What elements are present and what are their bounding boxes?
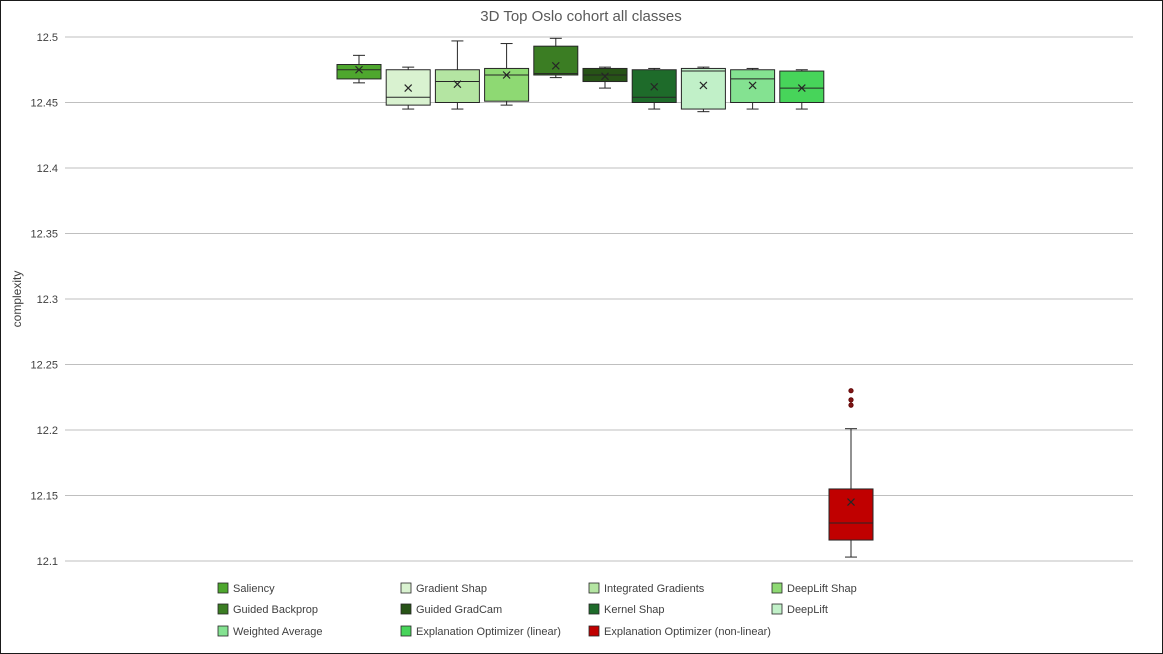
mean-marker [650,82,659,91]
mean-marker [601,72,609,81]
gridlines [65,36,1133,562]
legend-item: Weighted Average [217,625,323,638]
mean-marker [847,498,855,506]
box-iqr [680,67,726,110]
legend-label: Weighted Average [233,626,323,638]
y-tick-label: 12.5 [37,32,58,44]
box-saliency [336,54,382,84]
legend-label: DeepLift Shap [787,583,857,595]
legend-label: DeepLift [787,604,828,616]
legend-label: Guided GradCam [416,604,502,616]
box-kernel-shap [631,67,677,110]
legend-swatch [771,603,783,615]
box-iqr [779,70,825,103]
mean-marker [355,65,363,74]
legend-swatch [217,625,229,637]
legend-swatch [217,603,229,615]
outlier-point [848,402,854,408]
box-iqr [533,45,579,76]
legend-item: DeepLift Shap [771,582,857,595]
legend-item: Guided GradCam [400,603,502,616]
mean-marker [797,84,806,93]
y-tick-label: 12.15 [30,491,58,503]
box-explanation-optimizer-linear [779,69,825,110]
legend-item: Explanation Optimizer (non-linear) [588,625,771,638]
mean-marker [453,80,462,89]
legend-label: Gradient Shap [416,583,487,595]
legend-item: Kernel Shap [588,603,665,616]
box-iqr [828,488,874,541]
y-tick-label: 12.4 [37,163,58,175]
legend-label: Explanation Optimizer (non-linear) [604,626,771,638]
outlier-point [848,388,854,394]
legend-label: Kernel Shap [604,604,665,616]
legend-swatch [588,582,600,594]
legend-item: Explanation Optimizer (linear) [400,625,561,638]
box-iqr [434,69,480,103]
box-guided-backprop [533,37,579,79]
y-tick-label: 12.1 [37,556,58,568]
box-iqr [484,67,530,102]
legend-label: Saliency [233,583,275,595]
mean-marker [551,61,560,70]
legend-swatch [771,582,783,594]
legend: Saliency Gradient Shap Integrated Gradient… [217,582,857,638]
y-axis-tick-labels: 12.1 12.15 12.2 12.25 12.3 12.35 12.4 12.45 12.5 [30,32,58,568]
chart-title: 3D Top Oslo cohort all classes [480,8,681,25]
outlier-point [848,397,854,403]
legend-swatch [588,625,600,637]
box-weighted-average [730,67,776,110]
legend-item: DeepLift [771,603,828,616]
box-deeplift [680,66,726,113]
legend-label: Integrated Gradients [604,583,705,595]
legend-swatch [400,603,412,615]
legend-swatch [217,582,229,594]
legend-swatch [400,625,412,637]
box-deeplift-shap [484,43,530,106]
mean-marker [404,84,413,93]
box-integrated-gradients [434,40,480,110]
y-tick-label: 12.25 [30,360,58,372]
y-tick-label: 12.35 [30,229,58,241]
legend-item: Saliency [217,582,275,595]
box-explanation-optimizer-non-linear [828,388,874,558]
y-tick-label: 12.45 [30,98,58,110]
legend-item: Gradient Shap [400,582,487,595]
legend-swatch [588,603,600,615]
y-axis-label: complexity [10,271,24,328]
legend-label: Explanation Optimizer (linear) [416,626,561,638]
boxes [336,37,874,558]
mean-marker [699,81,708,90]
box-iqr [336,64,382,80]
y-tick-label: 12.3 [37,294,58,306]
box-guided-gradcam [582,66,628,89]
legend-item: Integrated Gradients [588,582,705,595]
y-tick-label: 12.2 [37,425,58,437]
box-gradient-shap [385,66,431,110]
legend-swatch [400,582,412,594]
legend-label: Guided Backprop [233,604,318,616]
mean-marker [748,81,757,90]
mean-marker [502,71,511,79]
legend-item: Guided Backprop [217,603,318,616]
